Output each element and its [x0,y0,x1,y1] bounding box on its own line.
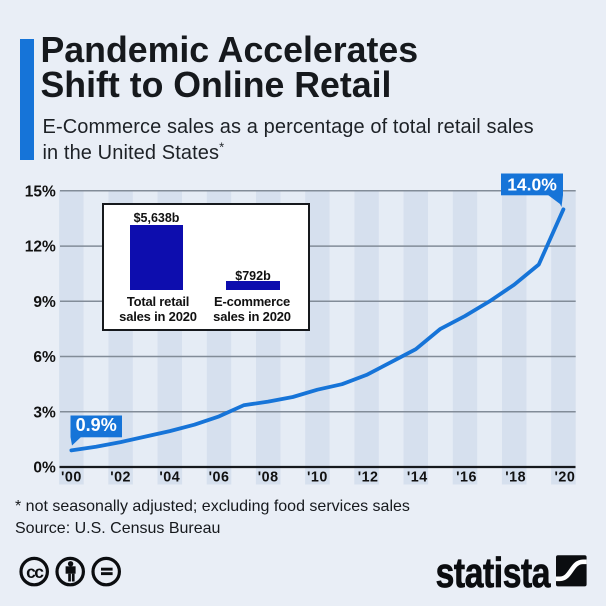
svg-text:'02: '02 [110,470,131,486]
svg-text:'00: '00 [61,470,82,486]
svg-text:'12: '12 [358,470,379,486]
svg-text:15%: 15% [25,183,56,200]
svg-text:0.9%: 0.9% [76,415,117,435]
svg-text:'04: '04 [159,470,180,486]
svg-text:'18: '18 [505,470,526,486]
svg-text:'10: '10 [307,470,328,486]
svg-text:'20: '20 [554,470,575,486]
svg-text:cc: cc [26,562,44,582]
svg-text:12%: 12% [25,239,56,256]
svg-text:6%: 6% [33,349,56,366]
svg-text:'14: '14 [407,470,428,486]
svg-text:'06: '06 [209,470,230,486]
svg-text:0%: 0% [33,460,56,477]
svg-text:'16: '16 [456,470,477,486]
svg-text:14.0%: 14.0% [507,175,557,195]
svg-text:3%: 3% [33,404,56,421]
svg-text:9%: 9% [33,294,56,311]
svg-text:'08: '08 [258,470,279,486]
